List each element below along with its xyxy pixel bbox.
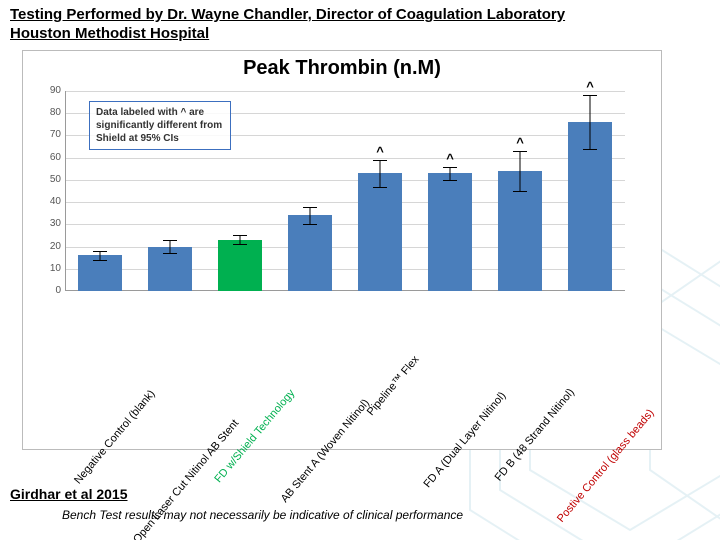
citation: Girdhar et al 2015 xyxy=(10,486,128,502)
x-tick-label: Negative Control (blank) xyxy=(72,388,157,487)
header-line1: Testing Performed by Dr. Wayne Chandler,… xyxy=(10,6,565,23)
significance-caret: ^ xyxy=(586,79,594,94)
y-tick-label: 80 xyxy=(21,107,61,118)
y-tick-label: 60 xyxy=(21,152,61,163)
y-tick-label: 0 xyxy=(21,285,61,296)
chart-title: Peak Thrombin (n.M) xyxy=(23,51,661,80)
significance-note: Data labeled with ^ are significantly di… xyxy=(89,101,231,150)
disclaimer: Bench Test results may not necessarily b… xyxy=(62,508,463,522)
bar xyxy=(358,173,401,291)
grid-line xyxy=(65,91,625,92)
grid-line xyxy=(65,158,625,159)
header-text: Testing Performed by Dr. Wayne Chandler,… xyxy=(10,6,710,44)
y-tick-label: 40 xyxy=(21,196,61,207)
bar xyxy=(288,215,331,291)
slide: Testing Performed by Dr. Wayne Chandler,… xyxy=(0,0,720,540)
x-axis-labels: Negative Control (blank)Open Laser Cut N… xyxy=(65,295,625,445)
bar xyxy=(428,173,471,291)
significance-caret: ^ xyxy=(376,144,384,159)
significance-caret: ^ xyxy=(516,135,524,150)
y-tick-label: 30 xyxy=(21,218,61,229)
bar xyxy=(218,240,261,291)
y-tick-label: 50 xyxy=(21,174,61,185)
header-line2: Houston Methodist Hospital xyxy=(10,25,209,42)
y-tick-label: 70 xyxy=(21,129,61,140)
y-tick-label: 90 xyxy=(21,85,61,96)
x-tick-label: AB Stent A (Woven Nitinol) xyxy=(279,397,372,505)
y-tick-label: 10 xyxy=(21,263,61,274)
x-tick-label: Pipeline™ Flex xyxy=(365,354,422,418)
chart-container: Peak Thrombin (n.M) 0 10 20 30 40 50 60 70 80 90 ^… xyxy=(22,50,662,450)
significance-caret: ^ xyxy=(446,151,454,166)
y-tick-label: 20 xyxy=(21,241,61,252)
